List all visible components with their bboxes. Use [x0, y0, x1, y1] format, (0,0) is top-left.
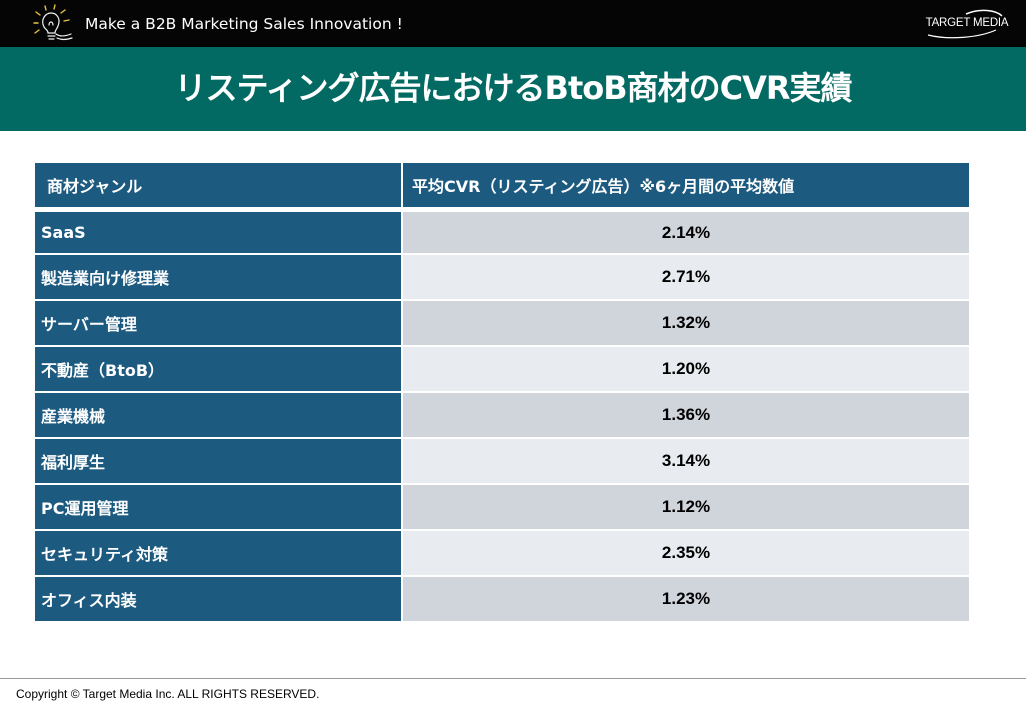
lightbulb-icon	[33, 4, 73, 41]
genre-cell: 不動産（BtoB）	[35, 347, 403, 393]
cvr-cell: 1.12%	[403, 485, 969, 531]
table-row: SaaS 2.14%	[35, 209, 969, 255]
genre-cell: SaaS	[35, 209, 403, 255]
cvr-cell: 1.32%	[403, 301, 969, 347]
copyright-text: Copyright © Target Media Inc. ALL RIGHTS…	[16, 687, 320, 701]
title-bar: リスティング広告におけるBtoB商材のCVR実績	[0, 47, 1026, 131]
table-row: 製造業向け修理業 2.71%	[35, 255, 969, 301]
genre-cell: サーバー管理	[35, 301, 403, 347]
top-header-bar: Make a B2B Marketing Sales Innovation ! …	[0, 0, 1026, 47]
table-row: PC運用管理 1.12%	[35, 485, 969, 531]
cvr-cell: 1.36%	[403, 393, 969, 439]
logo-text: TARGET MEDIA	[925, 17, 1009, 29]
table-row: 福利厚生 3.14%	[35, 439, 969, 485]
genre-cell: 製造業向け修理業	[35, 255, 403, 301]
genre-cell: PC運用管理	[35, 485, 403, 531]
table-header-row: 商材ジャンル 平均CVR（リスティング広告）※6ヶ月間の平均数値	[35, 163, 969, 209]
cvr-cell: 2.71%	[403, 255, 969, 301]
footer-divider	[0, 678, 1026, 679]
column-header-cvr: 平均CVR（リスティング広告）※6ヶ月間の平均数値	[403, 163, 969, 209]
genre-cell: 福利厚生	[35, 439, 403, 485]
table-row: オフィス内装 1.23%	[35, 577, 969, 623]
genre-cell: 産業機械	[35, 393, 403, 439]
logo-swoosh-icon	[927, 9, 1003, 39]
cvr-cell: 3.14%	[403, 439, 969, 485]
table-row: 産業機械 1.36%	[35, 393, 969, 439]
page-title: リスティング広告におけるBtoB商材のCVR実績	[174, 69, 852, 107]
cvr-cell: 1.23%	[403, 577, 969, 623]
column-header-genre: 商材ジャンル	[35, 163, 403, 209]
table-row: サーバー管理 1.32%	[35, 301, 969, 347]
header-tagline: Make a B2B Marketing Sales Innovation !	[85, 15, 403, 33]
genre-cell: オフィス内装	[35, 577, 403, 623]
target-media-logo: TARGET MEDIA	[922, 8, 1012, 40]
table-row: 不動産（BtoB） 1.20%	[35, 347, 969, 393]
table-row: セキュリティ対策 2.35%	[35, 531, 969, 577]
genre-cell: セキュリティ対策	[35, 531, 403, 577]
cvr-cell: 2.14%	[403, 209, 969, 255]
cvr-table: 商材ジャンル 平均CVR（リスティング広告）※6ヶ月間の平均数値 SaaS 2.…	[35, 163, 969, 623]
cvr-cell: 2.35%	[403, 531, 969, 577]
cvr-cell: 1.20%	[403, 347, 969, 393]
